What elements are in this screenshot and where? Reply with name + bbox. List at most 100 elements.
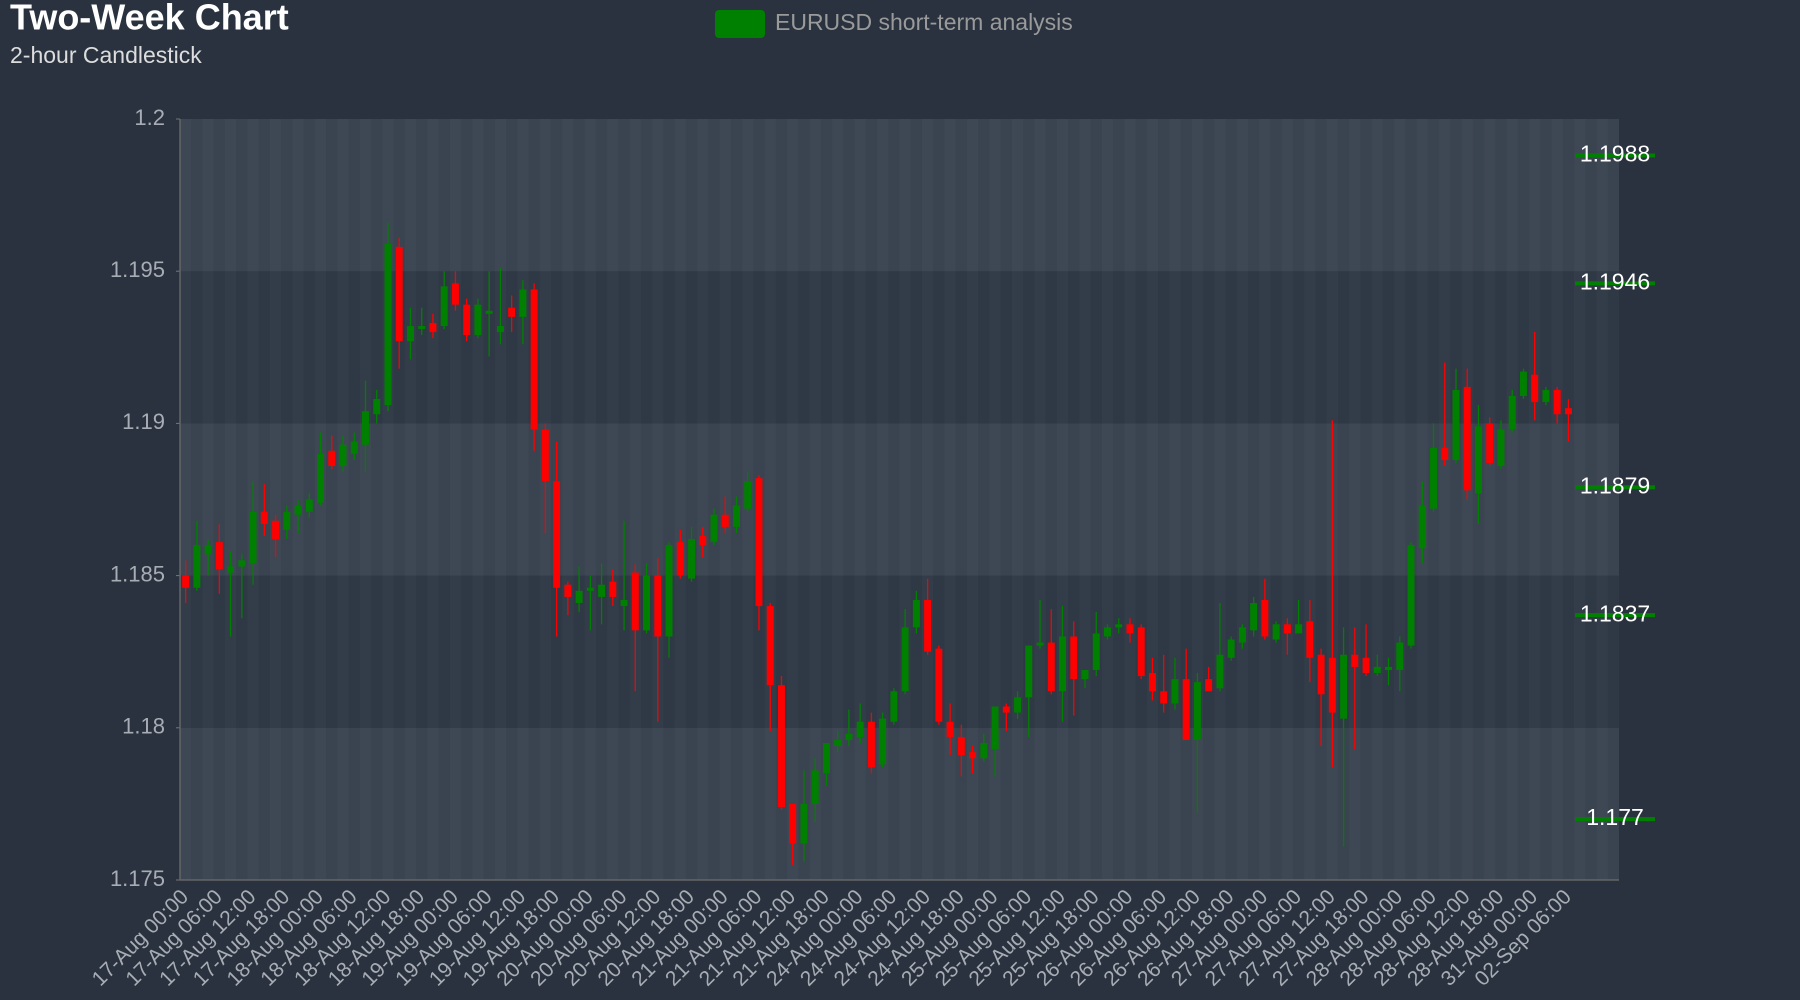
column-stripe	[832, 119, 843, 880]
candle-body	[688, 539, 696, 579]
column-stripe	[517, 119, 528, 880]
candle-body	[834, 739, 842, 747]
candle-body	[777, 685, 785, 807]
candle-body	[654, 575, 662, 637]
grid-band	[180, 271, 1619, 424]
column-stripe	[765, 119, 776, 880]
candle-body	[1014, 697, 1022, 713]
candle-body	[474, 304, 482, 336]
candle-body	[586, 587, 594, 591]
candle-body	[710, 514, 718, 543]
candle-body	[1182, 679, 1190, 740]
column-stripe	[1079, 119, 1090, 880]
column-stripe	[585, 119, 596, 880]
candle-body	[260, 511, 268, 524]
column-stripe	[1169, 119, 1180, 880]
candle-body	[879, 718, 887, 765]
candle-body	[1553, 389, 1561, 415]
candle-body	[362, 411, 369, 445]
grid-band	[180, 727, 1619, 880]
grid-band	[180, 423, 1619, 576]
column-stripe	[1237, 119, 1248, 880]
candle-body	[1081, 669, 1089, 680]
column-stripe	[900, 119, 911, 880]
candle-body	[1193, 682, 1201, 740]
level-label: 1.1946	[1580, 268, 1650, 294]
candle-body	[182, 575, 190, 588]
candle-body	[1418, 505, 1426, 549]
candle-body	[1216, 654, 1224, 689]
candle-body	[429, 322, 437, 333]
candle-body	[631, 572, 639, 631]
candle-body	[1542, 389, 1550, 403]
level-label: 1.1837	[1580, 600, 1650, 626]
column-stripe	[1124, 119, 1135, 880]
candle-body	[272, 520, 280, 540]
candle-body	[811, 770, 819, 804]
candle-body	[1227, 639, 1235, 658]
y-tick-label: 1.185	[110, 561, 165, 586]
candle-body	[541, 429, 549, 482]
y-tick-label: 1.195	[110, 257, 165, 282]
column-stripe	[1552, 119, 1563, 880]
candle-body	[867, 721, 875, 768]
legend-swatch	[715, 10, 765, 38]
candle-body	[553, 481, 561, 588]
candle-body	[1486, 423, 1494, 463]
level-label: 1.177	[1586, 804, 1644, 830]
candle-body	[373, 399, 381, 415]
candle-body	[1036, 642, 1044, 646]
candle-body	[1261, 599, 1269, 637]
y-tick-label: 1.175	[110, 866, 165, 891]
candle-body	[406, 325, 414, 342]
candle-body	[1328, 657, 1336, 713]
y-tick-label: 1.19	[122, 409, 165, 434]
column-stripe	[270, 119, 281, 880]
candle-body	[215, 542, 223, 570]
column-stripe	[405, 119, 416, 880]
column-stripe	[1597, 119, 1608, 880]
candle-body	[418, 325, 426, 330]
column-stripe	[697, 119, 708, 880]
candle-body	[901, 627, 909, 692]
candle-body	[1385, 666, 1393, 670]
candle-body	[1497, 429, 1505, 467]
column-stripe	[922, 119, 933, 880]
candle-body	[991, 706, 999, 750]
candle-body	[519, 289, 527, 317]
candle-body	[384, 243, 392, 406]
column-stripe	[562, 119, 573, 880]
candle-body	[957, 736, 965, 756]
candle-body	[822, 743, 830, 774]
candle-body	[609, 581, 617, 597]
candle-body	[969, 752, 977, 759]
column-stripe	[652, 119, 663, 880]
candle-body	[451, 283, 459, 305]
column-stripe	[1574, 119, 1585, 880]
grid-band	[180, 575, 1619, 728]
candle-body	[1103, 627, 1111, 637]
candle-body	[1126, 624, 1134, 634]
column-stripe	[1507, 119, 1518, 880]
candle-body	[1362, 657, 1370, 674]
grid-band	[180, 119, 1619, 272]
column-stripe	[1102, 119, 1113, 880]
column-stripe	[1012, 119, 1023, 880]
column-stripe	[944, 119, 955, 880]
column-stripe	[855, 119, 866, 880]
candle-body	[1306, 621, 1314, 658]
candle-body	[496, 325, 504, 333]
column-stripe	[1057, 119, 1068, 880]
candle-body	[1452, 389, 1460, 460]
candle-body	[530, 289, 538, 430]
candle-body	[598, 584, 606, 597]
candle-body	[1407, 545, 1415, 646]
column-stripe	[1282, 119, 1293, 880]
candle-body	[1148, 673, 1156, 692]
column-stripe	[225, 119, 236, 880]
candle-body	[1092, 633, 1100, 670]
candle-body	[1519, 371, 1527, 397]
chart-subtitle: 2-hour Candlestick	[10, 42, 202, 68]
candle-body	[1002, 706, 1010, 713]
